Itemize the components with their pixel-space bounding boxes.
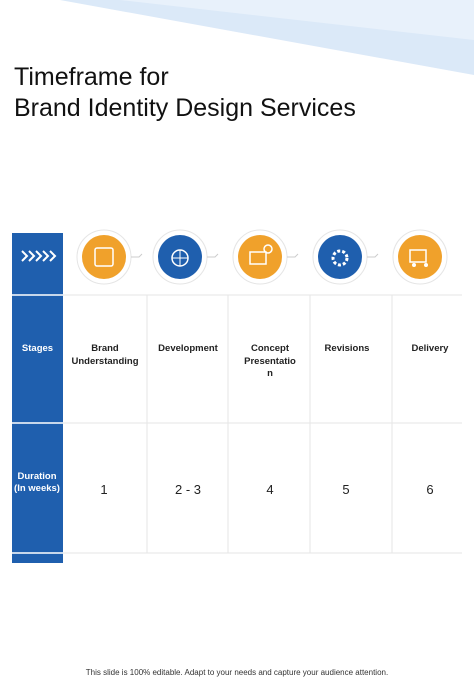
- icon: [232, 229, 299, 285]
- duration: 6: [426, 482, 434, 497]
- icon: [392, 229, 448, 285]
- stage: Concept Presentation: [244, 343, 296, 379]
- stage: Brand Understanding: [71, 343, 139, 367]
- duration: 5: [342, 482, 350, 497]
- stage: Delivery: [411, 343, 449, 354]
- stage: Revisions: [324, 343, 370, 354]
- title-line: Timeframe for: [14, 63, 169, 91]
- title: Timeframe for Brand Identity Design Serv…: [14, 62, 356, 124]
- title-line: Brand Identity Design Services: [14, 94, 356, 122]
- footer-note: This slide is 100% editable. Adapt to yo…: [85, 668, 389, 677]
- row-label: Stages: [21, 343, 54, 354]
- corner-band: [120, 0, 474, 40]
- icons: [76, 229, 448, 285]
- icon: [76, 229, 143, 285]
- icon: [152, 229, 219, 285]
- icon: [312, 229, 379, 285]
- duration: 2 - 3: [174, 482, 201, 497]
- chevrons: [21, 250, 57, 262]
- duration: 4: [266, 482, 274, 497]
- side-column: [12, 233, 63, 563]
- duration: 1: [100, 482, 108, 497]
- stage: Development: [158, 343, 218, 354]
- grid: [63, 294, 462, 554]
- row-label: Duration (In weeks): [14, 471, 60, 494]
